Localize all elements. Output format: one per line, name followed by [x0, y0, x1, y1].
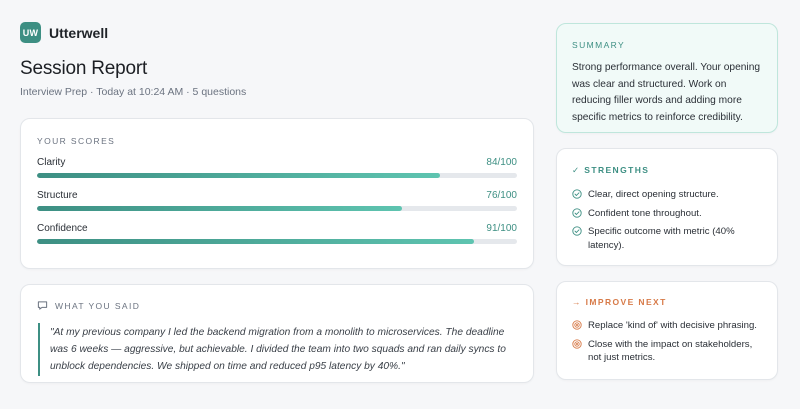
- score-fill: [37, 206, 402, 211]
- score-track: [37, 239, 517, 244]
- score-value: 84/100: [486, 157, 517, 168]
- summary-card: SUMMARY Strong performance overall. Your…: [556, 23, 778, 133]
- improve-label: → IMPROVE NEXT: [572, 297, 667, 307]
- brand-name: Utterwell: [49, 24, 109, 41]
- check-circle-icon: [572, 207, 582, 218]
- score-name: Structure: [37, 190, 78, 201]
- improve-text: Replace 'kind of' with decisive phrasing…: [588, 320, 757, 331]
- score-row-clarity: Clarity 84/100: [37, 157, 517, 178]
- said-label: WHAT YOU SAID: [55, 300, 141, 311]
- score-fill: [37, 173, 441, 178]
- score-row-structure: Structure 76/100: [37, 190, 517, 211]
- score-row-confidence: Confidence 91/100: [37, 223, 517, 244]
- summary-text: Strong performance overall. Your opening…: [572, 62, 761, 123]
- brand-logo: UW: [20, 22, 41, 43]
- list-item: Close with the impact on stakeholders, n…: [572, 338, 762, 365]
- list-item: Specific outcome with metric (40% latenc…: [572, 225, 762, 252]
- transcript-quote: "At my previous company I led the backen…: [38, 323, 517, 376]
- target-icon: [572, 320, 582, 330]
- check-circle-icon: [572, 226, 582, 236]
- score-value: 91/100: [486, 223, 517, 234]
- score-fill: [37, 239, 474, 244]
- improve-card: → IMPROVE NEXT Replace 'kind of' with de…: [556, 281, 778, 380]
- score-name: Clarity: [37, 157, 66, 168]
- page-title: Session Report: [20, 58, 148, 79]
- improve-list: Replace 'kind of' with decisive phrasing…: [572, 319, 762, 365]
- improve-text: Close with the impact on stakeholders, n…: [588, 338, 753, 364]
- score-track: [37, 206, 517, 211]
- chat-bubble-icon: [37, 301, 48, 310]
- list-item: Replace 'kind of' with decisive phrasing…: [572, 319, 762, 333]
- strengths-label: ✓ STRENGTHS: [572, 165, 650, 175]
- what-you-said-card: WHAT YOU SAID "At my previous company I …: [20, 284, 534, 383]
- target-icon: [572, 338, 582, 349]
- score-track: [37, 173, 517, 178]
- scores-card: YOUR SCORES Clarity 84/100 Structure 76/…: [20, 118, 534, 269]
- summary-label: SUMMARY: [572, 40, 626, 50]
- brand: UW Utterwell: [20, 22, 108, 43]
- page-subtitle: Interview Prep · Today at 10:24 AM · 5 q…: [20, 86, 247, 98]
- scores-label: YOUR SCORES: [37, 136, 116, 146]
- check-circle-icon: [572, 189, 582, 199]
- score-value: 76/100: [486, 190, 517, 201]
- strength-text: Clear, direct opening structure.: [588, 189, 719, 200]
- strength-text: Specific outcome with metric (40% latenc…: [588, 226, 735, 251]
- score-name: Confidence: [37, 223, 88, 234]
- strengths-card: ✓ STRENGTHS Clear, direct opening struct…: [556, 148, 778, 266]
- strengths-list: Clear, direct opening structure. Confide…: [572, 188, 762, 252]
- list-item: Confident tone throughout.: [572, 207, 762, 221]
- list-item: Clear, direct opening structure.: [572, 188, 762, 202]
- strength-text: Confident tone throughout.: [588, 207, 702, 219]
